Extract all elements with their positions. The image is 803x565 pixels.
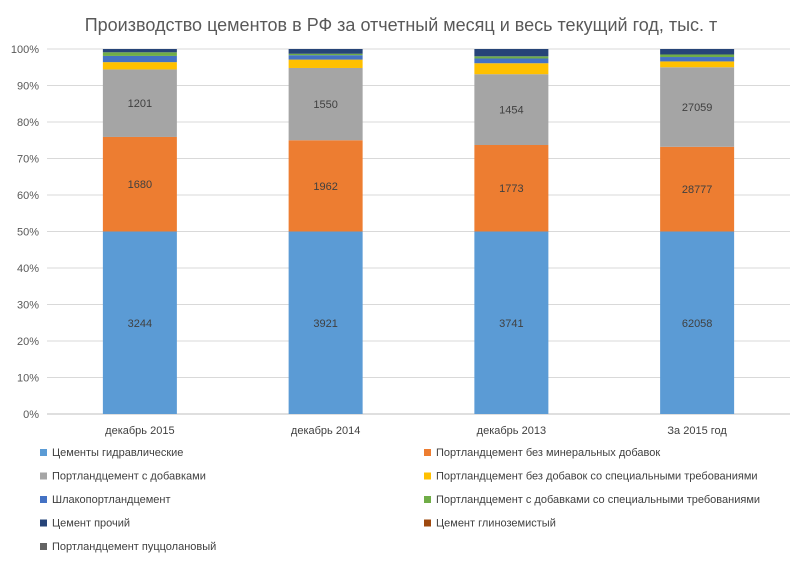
bar-segment xyxy=(102,49,177,53)
bar-segment xyxy=(102,69,177,137)
bar-segment xyxy=(288,231,363,414)
legend-entry: Цементы гидравлические xyxy=(52,447,183,459)
bar-segment xyxy=(288,67,363,141)
y-tick-label: 70% xyxy=(17,154,39,166)
y-tick-label: 40% xyxy=(17,263,39,275)
x-axis-ticks: декабрь 2015 декабрь 2014 декабрь 2013 За 2… xyxy=(105,425,727,437)
y-tick-label: 100% xyxy=(11,44,39,56)
bar-segment xyxy=(660,57,735,62)
data-label: 1773 xyxy=(499,183,523,195)
x-tick-label: декабрь 2014 xyxy=(291,425,360,437)
x-tick-label: декабрь 2015 xyxy=(105,425,174,437)
data-label: 3741 xyxy=(499,318,523,330)
legend-entry: Цемент прочий xyxy=(52,518,130,530)
bar-segment xyxy=(288,53,363,56)
legend-entry: Портландцемент пуццолановый xyxy=(52,541,216,553)
bar-segment xyxy=(660,231,735,414)
data-label: 27059 xyxy=(682,102,713,114)
legend-swatch xyxy=(40,496,47,503)
y-tick-label: 90% xyxy=(17,81,39,93)
bar-segment xyxy=(288,59,363,68)
data-label: 1680 xyxy=(128,179,152,191)
legend-entry: Шлакопортландцемент xyxy=(52,494,171,506)
data-label: 28777 xyxy=(682,184,713,196)
chart-title: Производство цементов в РФ за отчетный м… xyxy=(85,15,718,35)
legend-entry: Портландцемент с добавками xyxy=(52,471,206,483)
y-tick-label: 60% xyxy=(17,190,39,202)
y-axis-ticks: 0% 10% 20% 30% 40% 50% 60% 70% 80% 90% 100% xyxy=(11,44,39,421)
bar-segment xyxy=(474,144,549,232)
bar-segment xyxy=(660,49,735,55)
bar-segment xyxy=(660,61,735,68)
legend-swatch xyxy=(424,496,431,503)
data-label: 3244 xyxy=(128,318,152,330)
y-tick-label: 50% xyxy=(17,227,39,239)
legend-swatch xyxy=(40,472,47,480)
bar-segment xyxy=(474,74,549,145)
bar-segment xyxy=(102,55,177,63)
legend-swatch xyxy=(424,449,431,456)
legend-swatch xyxy=(424,519,431,527)
y-tick-label: 30% xyxy=(17,300,39,312)
bar-segment xyxy=(474,56,549,59)
y-tick-label: 80% xyxy=(17,117,39,129)
y-tick-label: 0% xyxy=(23,409,39,421)
bar-segment xyxy=(474,63,549,75)
legend-swatch xyxy=(40,543,47,550)
legend-entry: Портландцемент с добавками со специальны… xyxy=(436,494,760,506)
bar-segment xyxy=(474,58,549,64)
bar-segment xyxy=(102,62,177,70)
bar-segment xyxy=(474,49,549,57)
x-tick-label: За 2015 год xyxy=(667,425,727,437)
bar-segment xyxy=(288,55,363,60)
bar-segment xyxy=(660,54,735,58)
bar-segment xyxy=(288,49,363,54)
data-label: 3921 xyxy=(313,318,337,330)
data-label: 1454 xyxy=(499,105,523,117)
legend-swatch xyxy=(40,449,47,456)
legend-entry: Портландцемент без минеральных добавок xyxy=(436,447,660,459)
legend: Цементы гидравлические Портландцемент без… xyxy=(40,447,760,553)
y-tick-label: 20% xyxy=(17,336,39,348)
bar-segment xyxy=(102,231,177,414)
data-labels: 3244 1680 1201 3921 1962 1550 3741 1773 1454 6205… xyxy=(128,98,713,330)
legend-swatch xyxy=(40,519,47,527)
x-tick-label: декабрь 2013 xyxy=(477,425,546,437)
data-label: 1962 xyxy=(313,181,337,193)
bars xyxy=(102,49,735,414)
bar-segment xyxy=(660,146,735,232)
data-label: 1201 xyxy=(128,98,152,110)
bar-segment xyxy=(288,140,363,232)
bar-segment xyxy=(660,67,735,147)
bar-segment xyxy=(102,52,177,56)
legend-entry: Портландцемент без добавок со специальны… xyxy=(436,471,758,483)
bar-segment xyxy=(474,231,549,414)
bar-segment xyxy=(102,136,177,232)
legend-entry: Цемент глиноземистый xyxy=(436,518,556,530)
data-label: 62058 xyxy=(682,318,713,330)
data-label: 1550 xyxy=(313,99,337,111)
y-tick-label: 10% xyxy=(17,373,39,385)
legend-swatch xyxy=(424,472,431,480)
